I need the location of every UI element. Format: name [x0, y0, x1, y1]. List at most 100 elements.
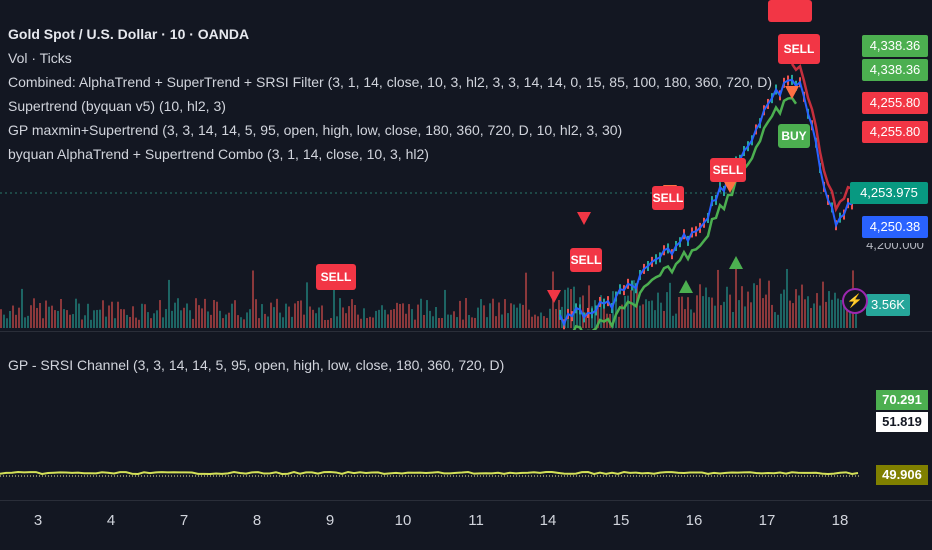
volume-bar — [153, 313, 155, 328]
time-axis-label: 7 — [179, 512, 189, 529]
volume-bar — [723, 301, 725, 328]
volume-bar — [183, 307, 185, 328]
volume-bar — [840, 299, 842, 328]
volume-bar — [720, 305, 722, 328]
time-axis-label: 11 — [468, 512, 484, 529]
volume-bar — [699, 284, 701, 328]
volume-bar — [717, 269, 719, 328]
volume-bar — [180, 310, 182, 328]
volume-bar — [30, 305, 32, 328]
pane-divider[interactable] — [0, 331, 932, 332]
volume-bar — [807, 296, 809, 328]
volume-bar — [576, 307, 578, 328]
volume-bar — [36, 307, 38, 328]
indicator-legend-supertrend[interactable]: Supertrend (byquan v5) (10, hl2, 3) — [8, 98, 226, 114]
oscillator-pane[interactable] — [0, 340, 860, 500]
volume-bar — [804, 299, 806, 328]
lightning-icon[interactable]: ⚡ — [842, 288, 868, 314]
volume-bar — [141, 303, 143, 328]
volume-bar — [150, 318, 152, 328]
time-axis-label: 4 — [106, 512, 116, 529]
volume-bar — [198, 305, 200, 328]
price-tag: 4,250.38 — [862, 216, 928, 238]
volume-bar — [798, 295, 800, 328]
sell-arrow-icon — [577, 212, 591, 225]
volume-bar — [462, 319, 464, 328]
volume-bar — [438, 317, 440, 328]
volume-bar — [801, 284, 803, 328]
volume-bar — [363, 308, 365, 328]
volume-bar — [60, 298, 62, 328]
volume-bar — [186, 303, 188, 328]
volume-bar — [165, 309, 167, 328]
volume-bar — [765, 294, 767, 328]
price-tag: 4,338.36 — [862, 59, 928, 81]
symbol-title[interactable]: Gold Spot / U.S. Dollar · 10 · OANDA — [8, 26, 250, 42]
volume-bar — [441, 318, 443, 328]
volume-bar — [642, 304, 644, 328]
volume-bar — [750, 302, 752, 328]
volume-bar — [555, 308, 557, 328]
volume-bar — [774, 312, 776, 328]
volume-bar — [249, 309, 251, 328]
volume-bar — [678, 297, 680, 328]
volume-bar — [465, 298, 467, 328]
volume-bar — [822, 281, 824, 328]
volume-bar — [786, 268, 788, 328]
time-axis-label: 18 — [831, 512, 849, 529]
volume-bar — [105, 316, 107, 328]
volume-bar — [243, 319, 245, 328]
volume-bar — [252, 270, 254, 328]
volume-bar — [669, 282, 671, 328]
indicator-legend-alphatrend-combo[interactable]: byquan AlphaTrend + Supertrend Combo (3,… — [8, 146, 429, 162]
volume-bar — [288, 306, 290, 328]
volume-bar — [63, 309, 65, 328]
volume-bar — [741, 286, 743, 328]
volume-bar — [447, 314, 449, 328]
volume-bar — [213, 300, 215, 328]
volume-bar — [285, 303, 287, 328]
volume-bar — [162, 317, 164, 328]
volume-bar — [504, 299, 506, 328]
volume-bar — [342, 307, 344, 328]
volume-bar — [411, 309, 413, 328]
indicator-legend-combined[interactable]: Combined: AlphaTrend + SuperTrend + SRSI… — [8, 74, 772, 90]
volume-bar — [45, 300, 47, 328]
indicator-legend-gp-maxmin[interactable]: GP maxmin+Supertrend (3, 3, 14, 14, 5, 9… — [8, 122, 623, 138]
volume-bar — [831, 299, 833, 328]
sell-signal-label: SELL — [778, 34, 820, 64]
volume-bar — [711, 297, 713, 328]
volume-bar — [729, 294, 731, 328]
volume-bar — [570, 289, 572, 328]
volume-bar — [90, 319, 92, 328]
volume-bar — [156, 310, 158, 328]
volume-bar — [228, 312, 230, 328]
volume-bar — [117, 301, 119, 328]
oscillator-legend[interactable]: GP - SRSI Channel (3, 3, 14, 14, 5, 95, … — [8, 357, 505, 373]
volume-bar — [42, 318, 44, 328]
price-pane[interactable] — [0, 0, 860, 330]
volume-bar — [513, 304, 515, 328]
volume-bar — [663, 310, 665, 328]
volume-bar — [240, 317, 242, 328]
volume-bar — [771, 304, 773, 328]
volume-legend[interactable]: Vol · Ticks — [8, 50, 72, 66]
volume-bar — [474, 317, 476, 328]
sell-arrow-icon — [723, 180, 737, 193]
volume-bar — [795, 289, 797, 328]
volume-bar — [354, 305, 356, 328]
volume-bar — [15, 314, 17, 328]
volume-bar — [282, 317, 284, 328]
volume-bar — [114, 318, 116, 328]
volume-bar — [696, 295, 698, 328]
volume-bar — [534, 314, 536, 328]
volume-bar — [459, 300, 461, 328]
volume-bar — [126, 314, 128, 328]
sell-signal-label: SELL — [710, 158, 746, 182]
volume-bar — [87, 303, 89, 328]
volume-bar — [294, 303, 296, 328]
volume-bar — [783, 289, 785, 328]
oscillator-tag: 70.291 — [876, 390, 928, 410]
volume-bar — [216, 301, 218, 328]
